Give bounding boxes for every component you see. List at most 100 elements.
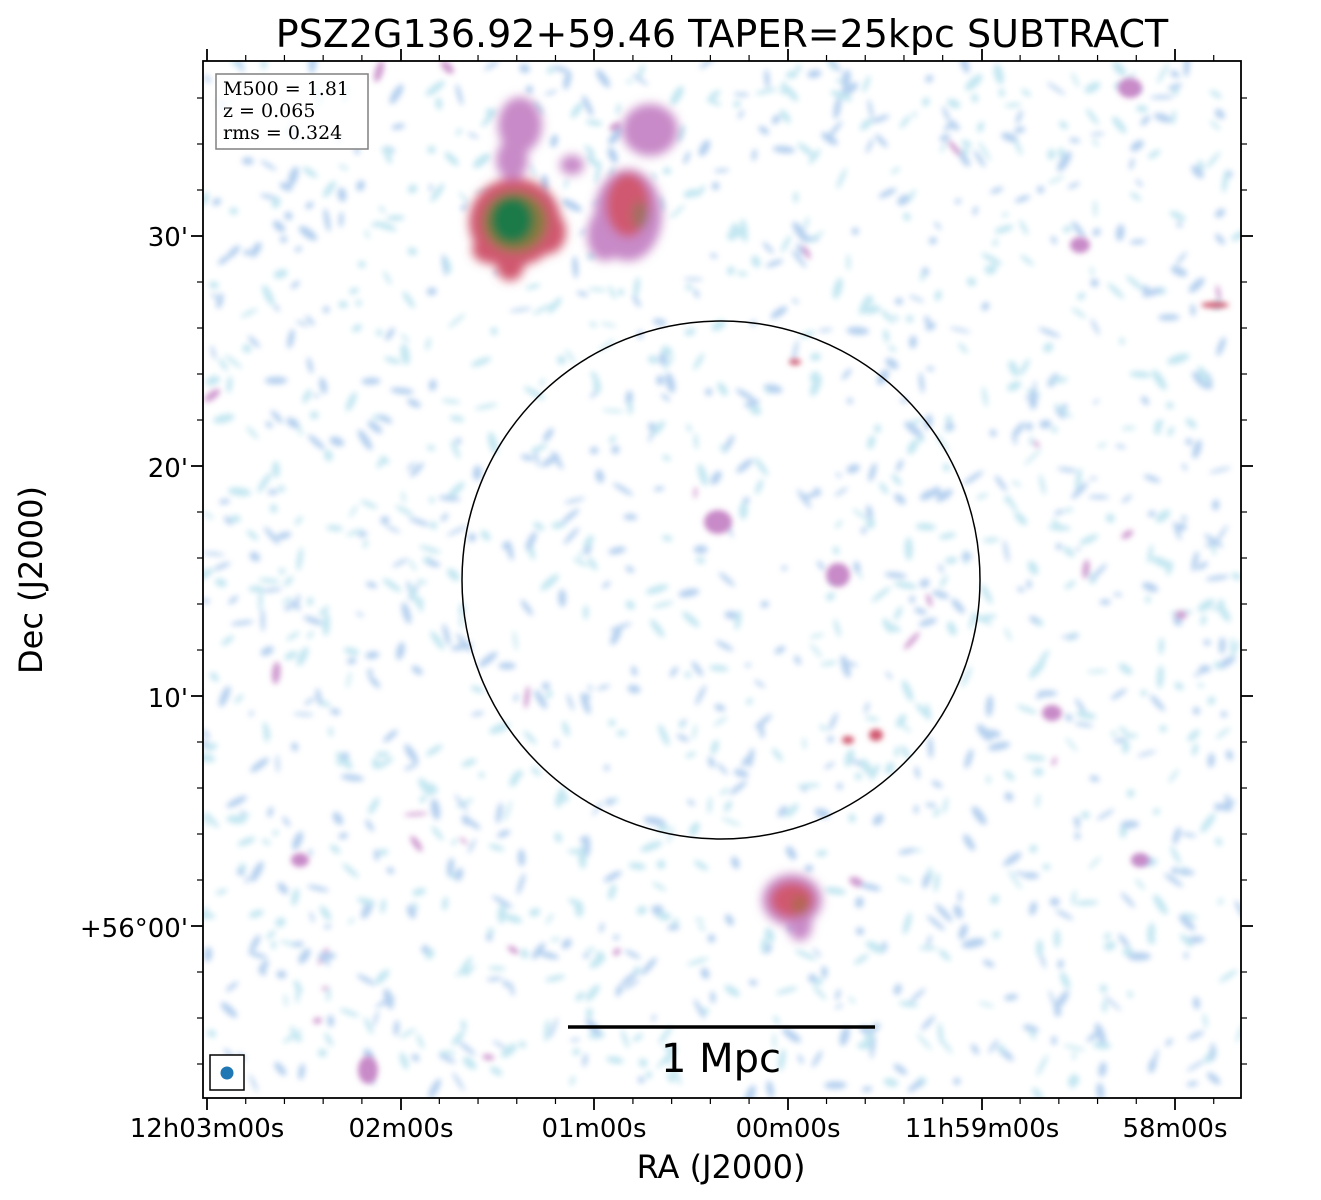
- noise-blob: [758, 125, 770, 135]
- noise-blob: [284, 211, 293, 221]
- noise-blob: [1185, 438, 1193, 446]
- noise-blob: [335, 760, 342, 766]
- noise-blob: [693, 288, 700, 299]
- noise-blob: [861, 1086, 873, 1093]
- noise-blob: [935, 489, 953, 502]
- noise-blob: [772, 1033, 777, 1050]
- noise-blob: [545, 913, 554, 925]
- noise-blob: [710, 739, 719, 755]
- noise-blob: [332, 812, 344, 825]
- noise-blob: [600, 322, 617, 327]
- noise-blob: [661, 535, 673, 542]
- noise-blob: [264, 526, 280, 545]
- noise-blob: [292, 831, 304, 850]
- noise-blob: [928, 236, 937, 245]
- noise-blob: [487, 927, 495, 935]
- noise-blob: [558, 589, 567, 608]
- noise-blob: [606, 1056, 624, 1064]
- noise-blob: [988, 741, 1011, 751]
- noise-blob: [616, 730, 627, 737]
- noise-blob: [780, 80, 786, 90]
- noise-blob: [662, 167, 672, 175]
- plot-area: [203, 61, 1241, 1098]
- noise-blob: [356, 611, 364, 617]
- source-south: [762, 874, 822, 941]
- noise-blob: [1020, 254, 1034, 266]
- noise-blob: [683, 277, 704, 281]
- noise-blob: [579, 228, 587, 236]
- noise-blob: [953, 1077, 961, 1085]
- noise-blob: [909, 295, 925, 303]
- noise-blob: [528, 163, 538, 178]
- noise-blob: [860, 883, 882, 891]
- noise-blob: [853, 954, 869, 965]
- noise-blob: [992, 238, 998, 247]
- noise-blob: [914, 766, 920, 779]
- noise-blob: [561, 508, 580, 524]
- noise-blob: [945, 421, 955, 432]
- noise-blob: [818, 328, 833, 332]
- info-redshift: z = 0.065: [223, 100, 315, 122]
- noise-blob: [430, 630, 445, 650]
- noise-blob: [624, 949, 641, 959]
- noise-blob: [328, 726, 334, 737]
- noise-blob: [442, 253, 447, 277]
- noise-blob: [203, 568, 214, 581]
- noise-blob: [608, 546, 626, 555]
- noise-blob: [765, 259, 784, 268]
- noise-blob: [763, 386, 771, 395]
- noise-blob: [557, 355, 566, 365]
- noise-blob: [260, 608, 265, 632]
- noise-blob: [918, 372, 925, 394]
- noise-blob: [1153, 427, 1162, 435]
- noise-blob: [860, 758, 874, 776]
- noise-blob: [1014, 126, 1026, 134]
- noise-blob: [286, 417, 300, 429]
- noise-blob: [1209, 120, 1221, 131]
- noise-blob: [386, 215, 405, 221]
- noise-blob: [1120, 820, 1140, 829]
- noise-blob: [470, 685, 484, 694]
- noise-blob: [1167, 353, 1190, 365]
- noise-blob: [596, 69, 611, 88]
- noise-blob: [615, 984, 623, 997]
- noise-blob: [219, 685, 231, 707]
- noise-blob: [376, 757, 394, 769]
- noise-blob: [203, 912, 216, 919]
- noise-blob: [637, 64, 645, 79]
- noise-blob: [455, 437, 462, 445]
- noise-blob: [1204, 534, 1224, 548]
- noise-blob: [897, 194, 910, 206]
- noise-blob: [931, 780, 943, 789]
- noise-blob: [755, 479, 764, 495]
- noise-blob: [944, 556, 958, 564]
- noise-blob: [826, 61, 842, 73]
- noise-blob: [1144, 596, 1151, 603]
- noise-blob: [270, 940, 277, 950]
- noise-blob: [603, 870, 622, 883]
- noise-blob: [1118, 663, 1133, 675]
- noise-blob: [335, 752, 353, 770]
- noise-blob: [687, 957, 709, 966]
- noise-blob: [532, 101, 544, 115]
- noise-blob: [1224, 794, 1233, 811]
- noise-blob: [273, 304, 280, 312]
- noise-blob: [506, 540, 514, 561]
- noise-blob: [1231, 572, 1241, 581]
- noise-blob: [1217, 599, 1225, 608]
- noise-blob: [294, 516, 303, 526]
- noise-blob: [446, 525, 468, 536]
- noise-blob: [963, 470, 984, 485]
- noise-blob: [602, 581, 611, 589]
- noise-blob: [385, 524, 401, 534]
- noise-blob: [1090, 563, 1107, 581]
- noise-blob: [1060, 634, 1080, 639]
- noise-blob: [215, 888, 228, 895]
- noise-blob: [1230, 637, 1235, 659]
- noise-blob: [1183, 952, 1189, 959]
- noise-blob: [262, 587, 282, 593]
- noise-blob: [971, 806, 987, 825]
- noise-blob: [605, 798, 615, 806]
- noise-blob: [835, 79, 843, 83]
- noise-blob: [534, 689, 548, 709]
